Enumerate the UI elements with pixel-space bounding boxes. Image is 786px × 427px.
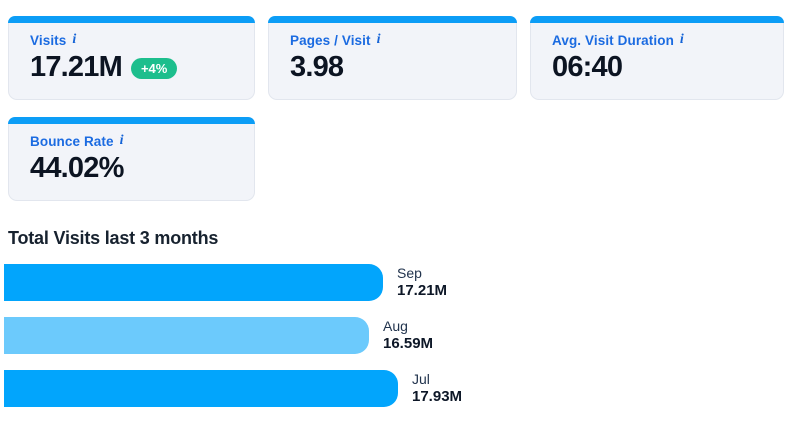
visits-bar[interactable]	[4, 264, 383, 301]
bar-month-label: Jul	[412, 370, 430, 387]
bar-row: Jul 17.93M	[4, 370, 786, 407]
visits-card-label: Visits i	[30, 32, 242, 48]
pages-per-visit-value: 3.98	[290, 51, 344, 83]
pages-per-visit-label: Pages / Visit	[290, 32, 371, 48]
bounce-rate-label: Bounce Rate	[30, 133, 114, 149]
avg-visit-duration-label: Avg. Visit Duration	[552, 32, 674, 48]
avg-visit-duration-value: 06:40	[552, 51, 623, 83]
bar-month-label: Sep	[397, 264, 422, 281]
change-badge: +4%	[130, 58, 178, 79]
analytics-overview: Visits i 17.21M +4% Pages / Visit i 3.98	[4, 16, 786, 407]
visits-value: 17.21M	[30, 51, 123, 83]
bounce-rate-card-label: Bounce Rate i	[30, 133, 242, 149]
card-accent-strip	[530, 16, 784, 23]
info-icon[interactable]: i	[376, 32, 381, 47]
pages-per-visit-card-label: Pages / Visit i	[290, 32, 504, 48]
kpi-cards: Visits i 17.21M +4% Pages / Visit i 3.98	[8, 16, 786, 201]
info-icon[interactable]: i	[72, 32, 77, 47]
chart-title: Total Visits last 3 months	[8, 228, 219, 248]
bar-labels: Aug 16.59M	[383, 318, 433, 353]
visits-card: Visits i 17.21M +4%	[8, 16, 255, 100]
info-icon[interactable]: i	[679, 32, 684, 47]
avg-visit-duration-card: Avg. Visit Duration i 06:40	[530, 16, 784, 100]
visits-bar[interactable]	[4, 317, 369, 354]
visits-label: Visits	[30, 32, 67, 48]
info-icon[interactable]: i	[119, 133, 124, 148]
visits-bar[interactable]	[4, 370, 398, 407]
bar-value-label: 17.93M	[412, 387, 463, 405]
bar-row: Sep 17.21M	[4, 264, 786, 301]
bounce-rate-value: 44.02%	[30, 152, 124, 184]
pages-per-visit-card: Pages / Visit i 3.98	[268, 16, 517, 100]
bar-month-label: Aug	[383, 317, 408, 334]
bar-value-label: 17.21M	[397, 281, 448, 299]
bar-row: Aug 16.59M	[4, 317, 786, 354]
card-accent-strip	[8, 117, 255, 124]
avg-visit-duration-card-label: Avg. Visit Duration i	[552, 32, 771, 48]
total-visits-bar-chart: Sep 17.21M Aug 16.59M Jul 17.93M	[4, 264, 786, 407]
card-accent-strip	[8, 16, 255, 23]
bounce-rate-card: Bounce Rate i 44.02%	[8, 117, 255, 201]
bar-labels: Sep 17.21M	[397, 265, 447, 300]
card-accent-strip	[268, 16, 517, 23]
bar-labels: Jul 17.93M	[412, 371, 462, 406]
bar-value-label: 16.59M	[383, 334, 434, 352]
